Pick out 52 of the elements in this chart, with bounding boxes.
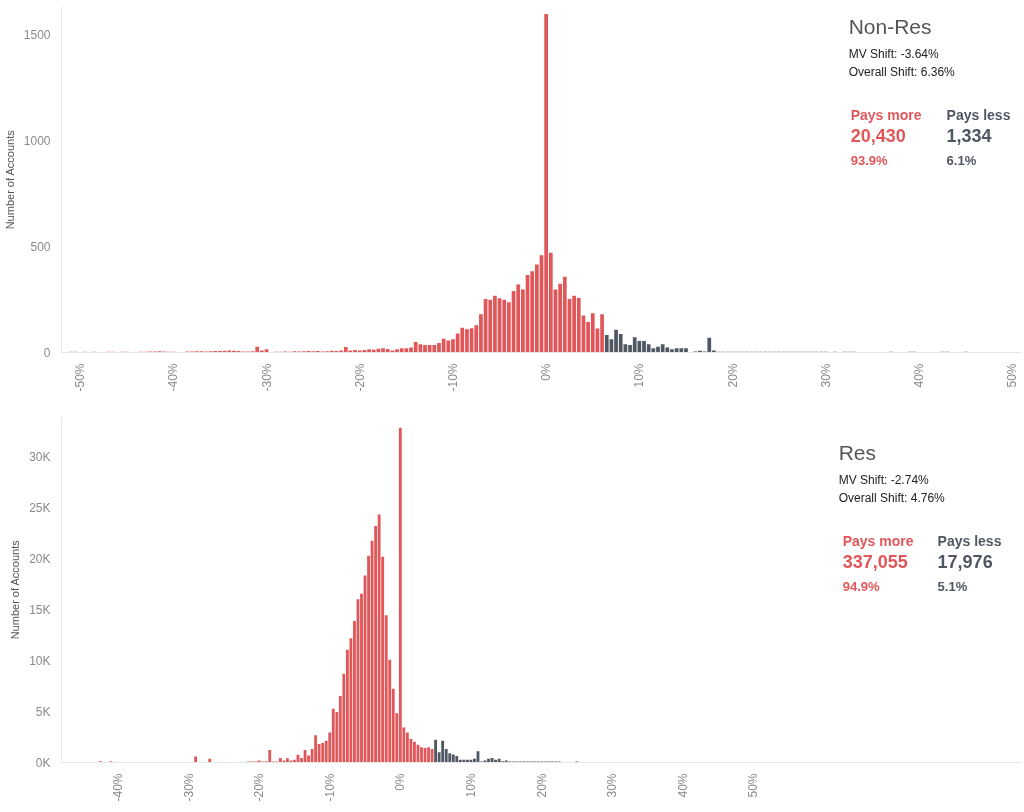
annotation: Overall Shift: 4.76% xyxy=(838,490,946,505)
y-tick-label: 0 xyxy=(43,346,51,360)
y-tick-label: 30K xyxy=(29,450,51,465)
x-tick-label: 10% xyxy=(463,773,478,798)
x-tick-label: 40% xyxy=(675,773,690,798)
annotation: 6.1% xyxy=(946,152,977,168)
y-tick-label: 15K xyxy=(29,602,51,617)
x-tick-label: 50% xyxy=(1005,363,1020,388)
x-tick-label: -30% xyxy=(181,773,196,802)
x-tick-label: 0% xyxy=(539,363,554,381)
y-tick-label: 0K xyxy=(35,755,51,770)
y-axis-title: Number of Accounts xyxy=(3,129,16,230)
annotation: 337,055 xyxy=(842,551,908,572)
annotation: MV Shift: -3.64% xyxy=(848,46,940,61)
x-tick-label: -50% xyxy=(73,363,88,392)
y-tick-label: 25K xyxy=(29,501,51,516)
x-tick-label: -10% xyxy=(322,773,337,802)
x-tick-label: 30% xyxy=(818,363,833,388)
y-tick-label: 1000 xyxy=(23,133,51,148)
annotation: Overall Shift: 6.36% xyxy=(848,64,956,79)
x-tick-label: -40% xyxy=(110,773,125,802)
x-tick-label: 50% xyxy=(746,773,761,798)
y-tick-label: 10K xyxy=(29,653,51,668)
text: Pays more xyxy=(842,532,914,549)
y-tick-label: 500 xyxy=(30,239,51,254)
x-tick-label: -20% xyxy=(352,363,367,392)
x-tick-label: 40% xyxy=(911,363,926,388)
text: Pays less xyxy=(937,532,1002,549)
y-tick-label: 20K xyxy=(29,551,51,566)
x-tick-label: 20% xyxy=(725,363,740,388)
text: Res xyxy=(838,440,877,464)
x-tick-label: -40% xyxy=(166,363,181,392)
x-tick-label: -30% xyxy=(259,363,274,392)
x-tick-label: -10% xyxy=(445,363,460,392)
x-tick-label: -20% xyxy=(252,773,267,802)
x-tick-label: 30% xyxy=(605,773,620,798)
annotation: 1,334 xyxy=(946,125,992,146)
y-tick-label: 1500 xyxy=(23,27,51,42)
annotation: 93.9% xyxy=(850,152,888,168)
y-tick-label: 5K xyxy=(35,704,51,719)
text: Pays more xyxy=(850,106,922,123)
annotation: MV Shift: -2.74% xyxy=(838,472,930,487)
text: Pays less xyxy=(946,106,1011,123)
annotation: 94.9% xyxy=(842,578,880,594)
y-axis-title: Number of Accounts xyxy=(9,539,22,640)
chart-title: Non-Res xyxy=(848,14,932,38)
annotation: 17,976 xyxy=(937,551,993,572)
x-tick-label: 20% xyxy=(534,773,549,798)
annotation: 5.1% xyxy=(937,578,968,594)
x-tick-label: 10% xyxy=(632,363,647,388)
annotation: 20,430 xyxy=(850,125,906,146)
x-tick-label: 0% xyxy=(393,773,408,791)
